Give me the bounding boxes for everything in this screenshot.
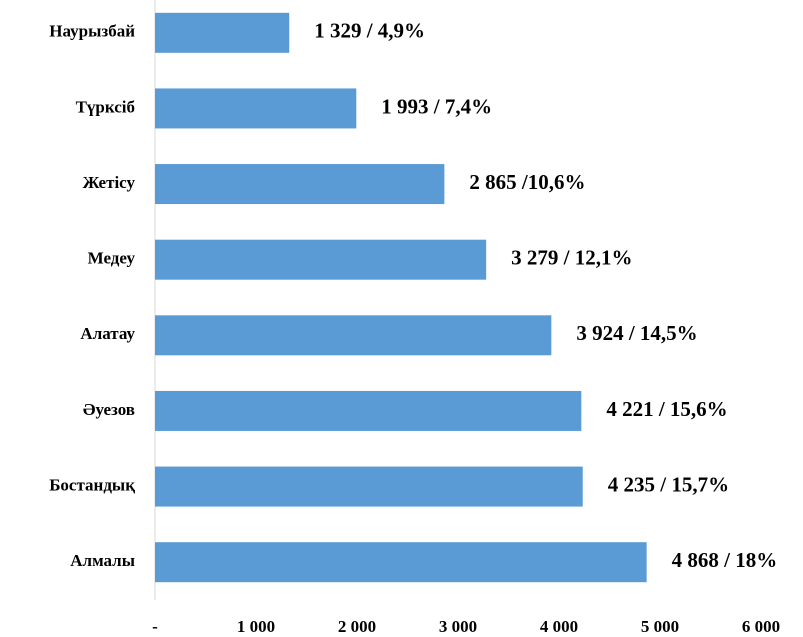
- bar: [155, 390, 582, 431]
- x-tick-label: 6 000: [742, 617, 780, 636]
- data-label: 3 924 / 14,5%: [576, 321, 697, 345]
- y-tick-label: Әуезов: [83, 400, 135, 419]
- y-tick-label: Алатау: [80, 324, 135, 343]
- data-label: 4 868 / 18%: [672, 548, 778, 572]
- bar: [155, 239, 487, 280]
- data-label: 2 865 /10,6%: [469, 170, 585, 194]
- x-tick-label: 5 000: [641, 617, 679, 636]
- y-tick-label: Наурызбай: [49, 22, 135, 41]
- x-tick-label: -: [152, 617, 158, 636]
- bar: [155, 12, 290, 53]
- bar: [155, 164, 445, 205]
- x-tick-label: 3 000: [439, 617, 477, 636]
- x-tick-label: 1 000: [237, 617, 275, 636]
- x-tick-label: 4 000: [540, 617, 578, 636]
- y-tick-label: Жетісу: [83, 173, 136, 192]
- y-tick-label: Алмалы: [70, 551, 135, 570]
- y-tick-label: Бостандық: [49, 475, 135, 494]
- data-label: 4 235 / 15,7%: [608, 472, 729, 496]
- bar: [155, 88, 357, 129]
- data-label: 1 329 / 4,9%: [314, 19, 425, 43]
- x-tick-label: 2 000: [338, 617, 376, 636]
- data-label: 3 279 / 12,1%: [511, 246, 632, 270]
- data-label: 4 221 / 15,6%: [606, 397, 727, 421]
- data-label: 1 993 / 7,4%: [381, 94, 492, 118]
- y-tick-label: Медеу: [88, 249, 136, 268]
- y-tick-label: Түрксіб: [76, 97, 135, 116]
- bar: [155, 466, 583, 507]
- bar: [155, 315, 552, 356]
- bar: [155, 542, 647, 583]
